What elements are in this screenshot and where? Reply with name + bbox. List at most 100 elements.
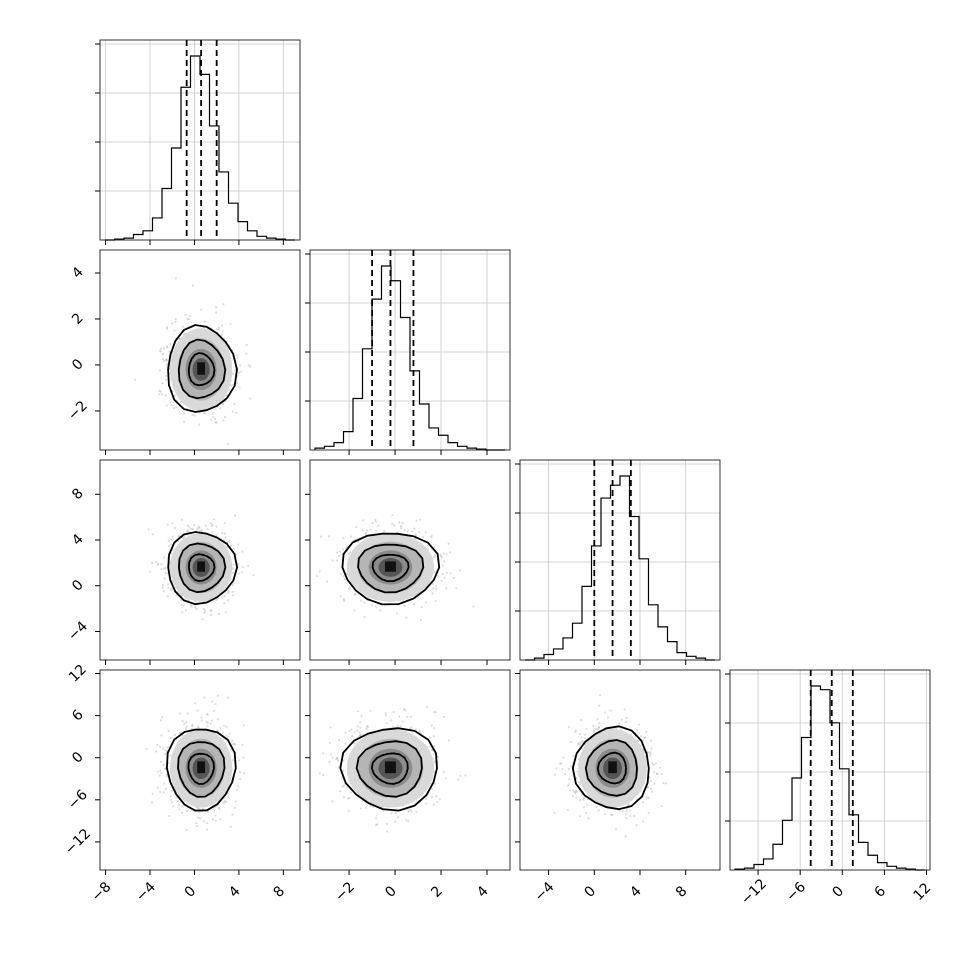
scatter-point (448, 739, 451, 742)
scatter-point (192, 524, 196, 527)
scatter-point (167, 583, 170, 586)
scatter-point (195, 822, 198, 825)
scatter-point (227, 591, 230, 594)
scatter-point (598, 722, 601, 725)
scatter-point (339, 595, 342, 598)
scatter-point (212, 415, 215, 419)
scatter-point (177, 534, 180, 538)
panel-content (145, 694, 245, 832)
scatter-point (170, 404, 173, 407)
scatter-point (410, 726, 413, 729)
scatter-point (555, 767, 558, 770)
scatter-point (457, 778, 460, 781)
scatter-point (209, 614, 213, 617)
scatter-point (159, 390, 162, 393)
scatter-point (174, 796, 178, 799)
scatter-point (231, 572, 234, 575)
scatter-point (307, 737, 309, 739)
scatter-point (390, 719, 393, 722)
scatter-point (181, 611, 184, 614)
scatter-point (405, 818, 408, 822)
scatter-point (231, 583, 234, 587)
scatter-point (196, 709, 199, 712)
scatter-point (164, 566, 167, 569)
histogram-panel-3 (515, 459, 721, 661)
scatter-point (318, 570, 321, 573)
scatter-point (159, 760, 162, 763)
scatter-point (356, 725, 359, 728)
scatter-point (169, 342, 172, 345)
scatter-point (409, 808, 412, 811)
scatter-point (433, 782, 437, 785)
scatter-point (164, 394, 167, 397)
scatter-point (148, 570, 152, 573)
scatter-panel-2-1 (99, 249, 301, 451)
scatter-point (165, 359, 168, 362)
scatter-point (366, 725, 369, 728)
scatter-point (566, 808, 569, 812)
scatter-point (401, 720, 404, 723)
scatter-point (200, 308, 203, 311)
scatter-point (232, 759, 235, 762)
scatter-point (433, 752, 436, 755)
scatter-point (371, 604, 374, 607)
scatter-point (609, 709, 612, 712)
scatter-point (411, 530, 414, 533)
scatter-point (217, 326, 220, 329)
scatter-point (215, 311, 218, 314)
scatter-point (342, 598, 345, 601)
scatter-point (159, 745, 162, 749)
scatter-panel-4-1 (99, 669, 301, 871)
scatter-point (375, 520, 378, 523)
scatter-point (384, 714, 388, 717)
scatter-point (235, 789, 239, 792)
scatter-point (366, 529, 369, 532)
scatter-point (342, 796, 345, 799)
scatter-point (166, 523, 169, 526)
panel-content (553, 694, 668, 838)
scatter-point (169, 795, 172, 798)
panel-frame (519, 459, 721, 661)
scatter-point (224, 536, 227, 539)
scatter-point (337, 765, 340, 768)
scatter-point (392, 711, 395, 714)
scatter-point (161, 382, 164, 385)
scatter-point (341, 548, 344, 551)
scatter-point (186, 530, 189, 533)
contour-line-1 (341, 532, 441, 606)
scatter-point (403, 604, 406, 608)
scatter-point (436, 800, 439, 803)
scatter-point (239, 364, 242, 367)
scatter-point (651, 790, 654, 793)
scatter-point (185, 721, 188, 724)
scatter-point (168, 814, 171, 818)
scatter-point (398, 715, 401, 718)
scatter-point (179, 400, 182, 403)
contour-line-3 (370, 752, 409, 785)
scatter-point (442, 552, 445, 555)
scatter-point (169, 401, 172, 404)
scatter-point (160, 393, 163, 396)
scatter-point (232, 594, 235, 597)
contour-line-2 (355, 740, 423, 798)
scatter-point (449, 572, 452, 575)
scatter-point (160, 734, 163, 737)
scatter-point (336, 559, 339, 562)
scatter-point (179, 731, 182, 734)
scatter-point (409, 715, 412, 718)
scatter-point (184, 727, 187, 730)
scatter-point (168, 350, 171, 353)
scatter-point (199, 529, 202, 532)
scatter-point (437, 575, 440, 578)
scatter-point (329, 726, 332, 729)
scatter-point (625, 807, 629, 811)
scatter-point (322, 774, 325, 777)
scatter-point (241, 743, 244, 747)
scatter-point (181, 518, 184, 521)
scatter-point (433, 710, 436, 714)
scatter-point (214, 420, 217, 424)
scatter-point (197, 816, 200, 819)
scatter-point (237, 543, 240, 546)
scatter-point (445, 553, 448, 556)
scatter-point (175, 406, 178, 409)
